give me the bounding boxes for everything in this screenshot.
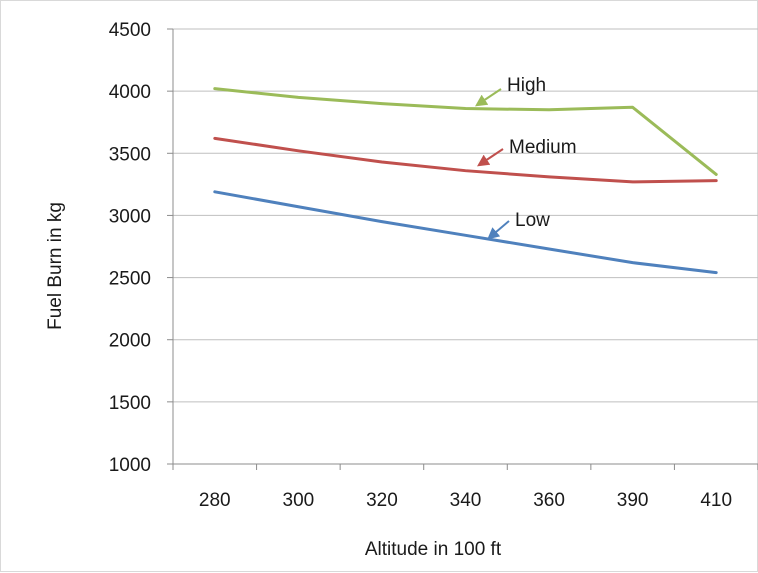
annotation-arrow-high [475, 88, 502, 107]
annotation-label-high: High [507, 75, 546, 96]
series-line-high [213, 87, 718, 176]
x-tick-label: 360 [533, 490, 565, 511]
y-tick-labels: 1000 1500 2000 2500 3000 3500 4000 4500 [109, 20, 151, 476]
y-axis-title: Fuel Burn in kg [45, 202, 66, 330]
y-tick-label: 2500 [109, 269, 151, 290]
series-line-medium [213, 136, 718, 184]
x-tick-label: 300 [283, 490, 315, 511]
x-tick-label: 320 [366, 490, 398, 511]
y-tick-label: 2000 [109, 331, 151, 352]
x-tick-label: 280 [199, 490, 231, 511]
x-tick-labels: 280 300 320 340 360 390 410 [199, 490, 732, 511]
axes [167, 28, 758, 470]
annotation-arrow-medium [477, 148, 504, 167]
y-tick-label: 3000 [109, 206, 151, 227]
x-tick-label: 410 [700, 490, 732, 511]
series-line-low [213, 190, 718, 275]
annotation-arrow-low [487, 220, 510, 240]
y-tick-label: 1500 [109, 393, 151, 414]
annotations: High Medium Low [475, 75, 577, 240]
y-tick-label: 4500 [109, 20, 151, 41]
y-tick-label: 3500 [109, 144, 151, 165]
y-tick-label: 1000 [109, 455, 151, 476]
y-tick-label: 4000 [109, 82, 151, 103]
x-axis-title: Altitude in 100 ft [365, 539, 502, 560]
annotation-label-medium: Medium [509, 137, 577, 158]
series-lines [213, 87, 718, 275]
x-tick-label: 340 [450, 490, 482, 511]
x-tick-label: 390 [617, 490, 649, 511]
gridlines [173, 28, 758, 403]
annotation-label-low: Low [515, 210, 550, 231]
